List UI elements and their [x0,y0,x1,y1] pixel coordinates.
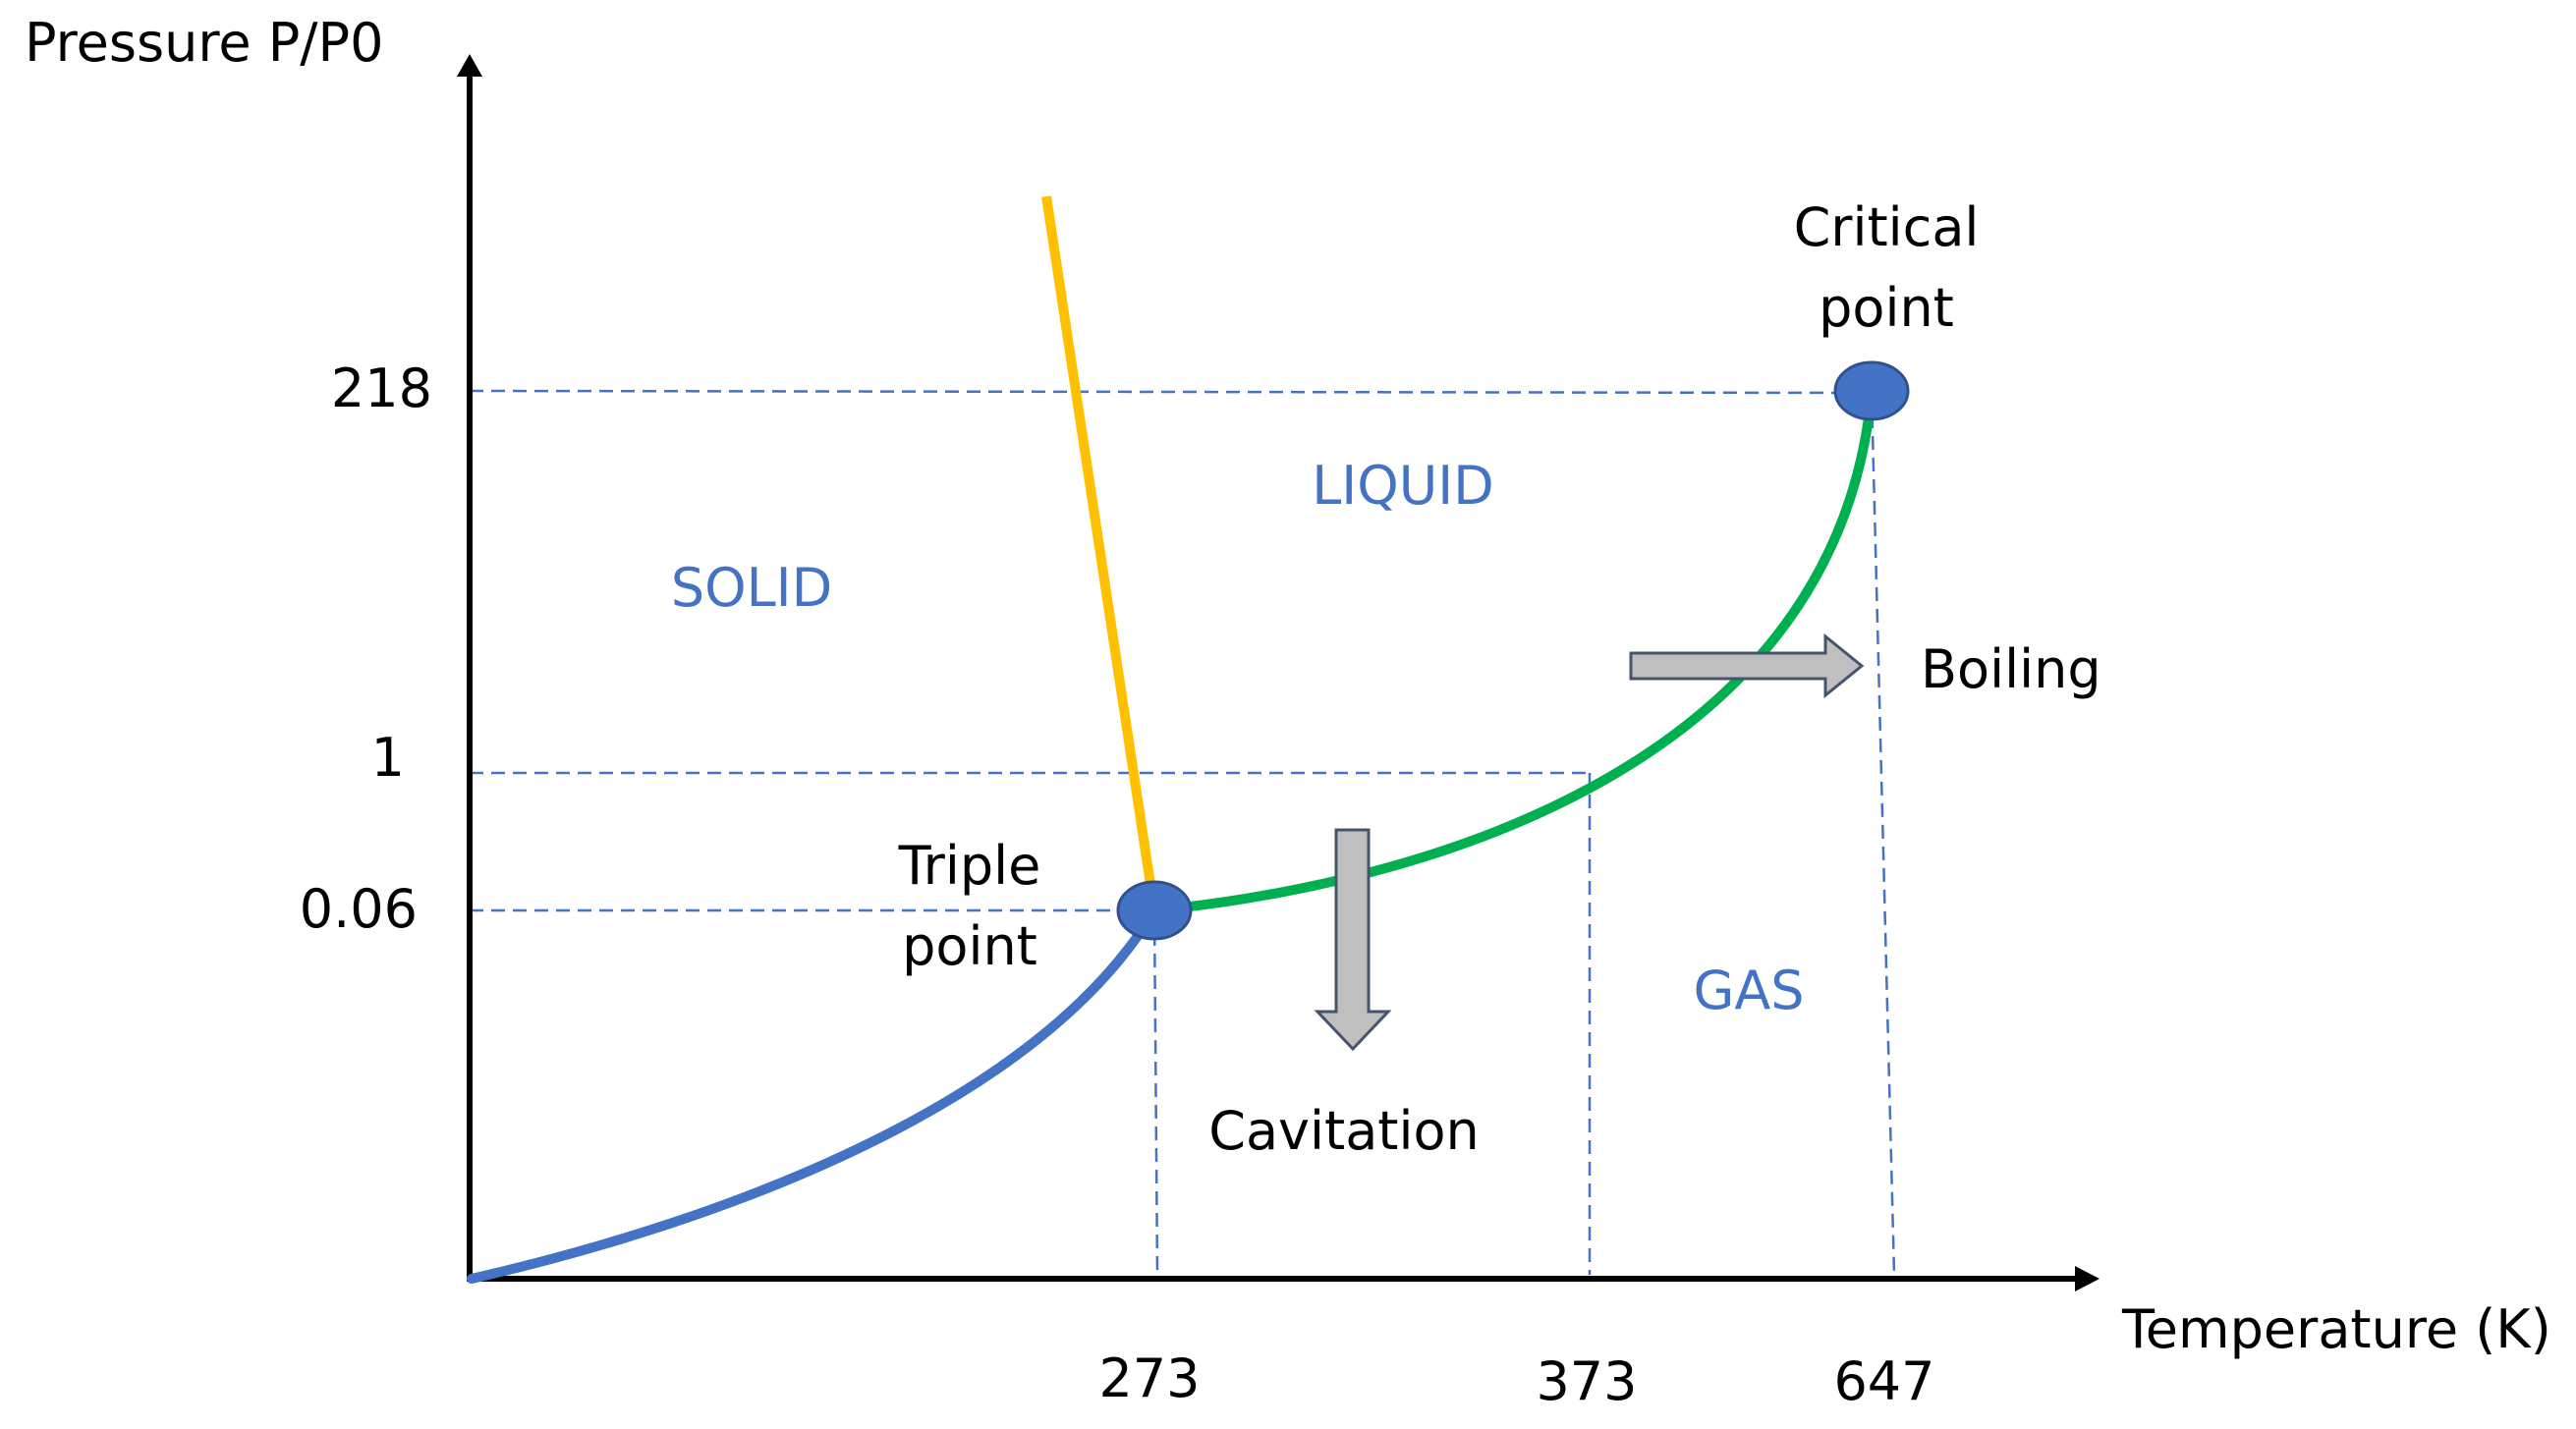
region-gas-label: GAS [1693,960,1804,1021]
cavitation-arrow [1314,828,1392,1052]
x-axis-arrowhead [2075,1266,2100,1292]
y-tick-label-1: 1 [371,727,405,789]
melting-curve [1041,195,1159,911]
vaporization-curve [1149,388,1876,915]
guide-lines [469,389,1896,1276]
guide-line-273 [1152,909,1159,1276]
x-tick-label-373: 373 [1536,1350,1637,1412]
region-liquid-label: LIQUID [1312,455,1494,517]
x-tick-label-273: 273 [1098,1347,1200,1409]
triple-point-label-line1: Triple [898,835,1041,897]
y-axis-arrowhead [457,54,482,77]
triple-point-marker [1116,880,1193,941]
x-tick-label-647: 647 [1833,1350,1934,1412]
guide-line-218 [469,389,1873,395]
y-tick-label-0-06: 0.06 [300,878,418,940]
critical-point-marker [1833,360,1910,421]
y-tick-label-218: 218 [331,357,432,419]
boiling-arrow [1629,632,1865,699]
x-axis-label: Temperature (K) [2121,1298,2551,1360]
sublimation-curve [467,906,1159,1284]
guide-line-647 [1870,392,1896,1276]
critical-point-label-line2: point [1819,277,1954,339]
cavitation-label: Cavitation [1208,1100,1479,1162]
boiling-label: Boiling [1921,638,2101,700]
critical-point-label-line1: Critical [1794,196,1980,258]
triple-point-label-line2: point [902,915,1037,977]
region-solid-label: SOLID [671,557,832,619]
y-axis-label: Pressure P/P0 [25,12,383,74]
